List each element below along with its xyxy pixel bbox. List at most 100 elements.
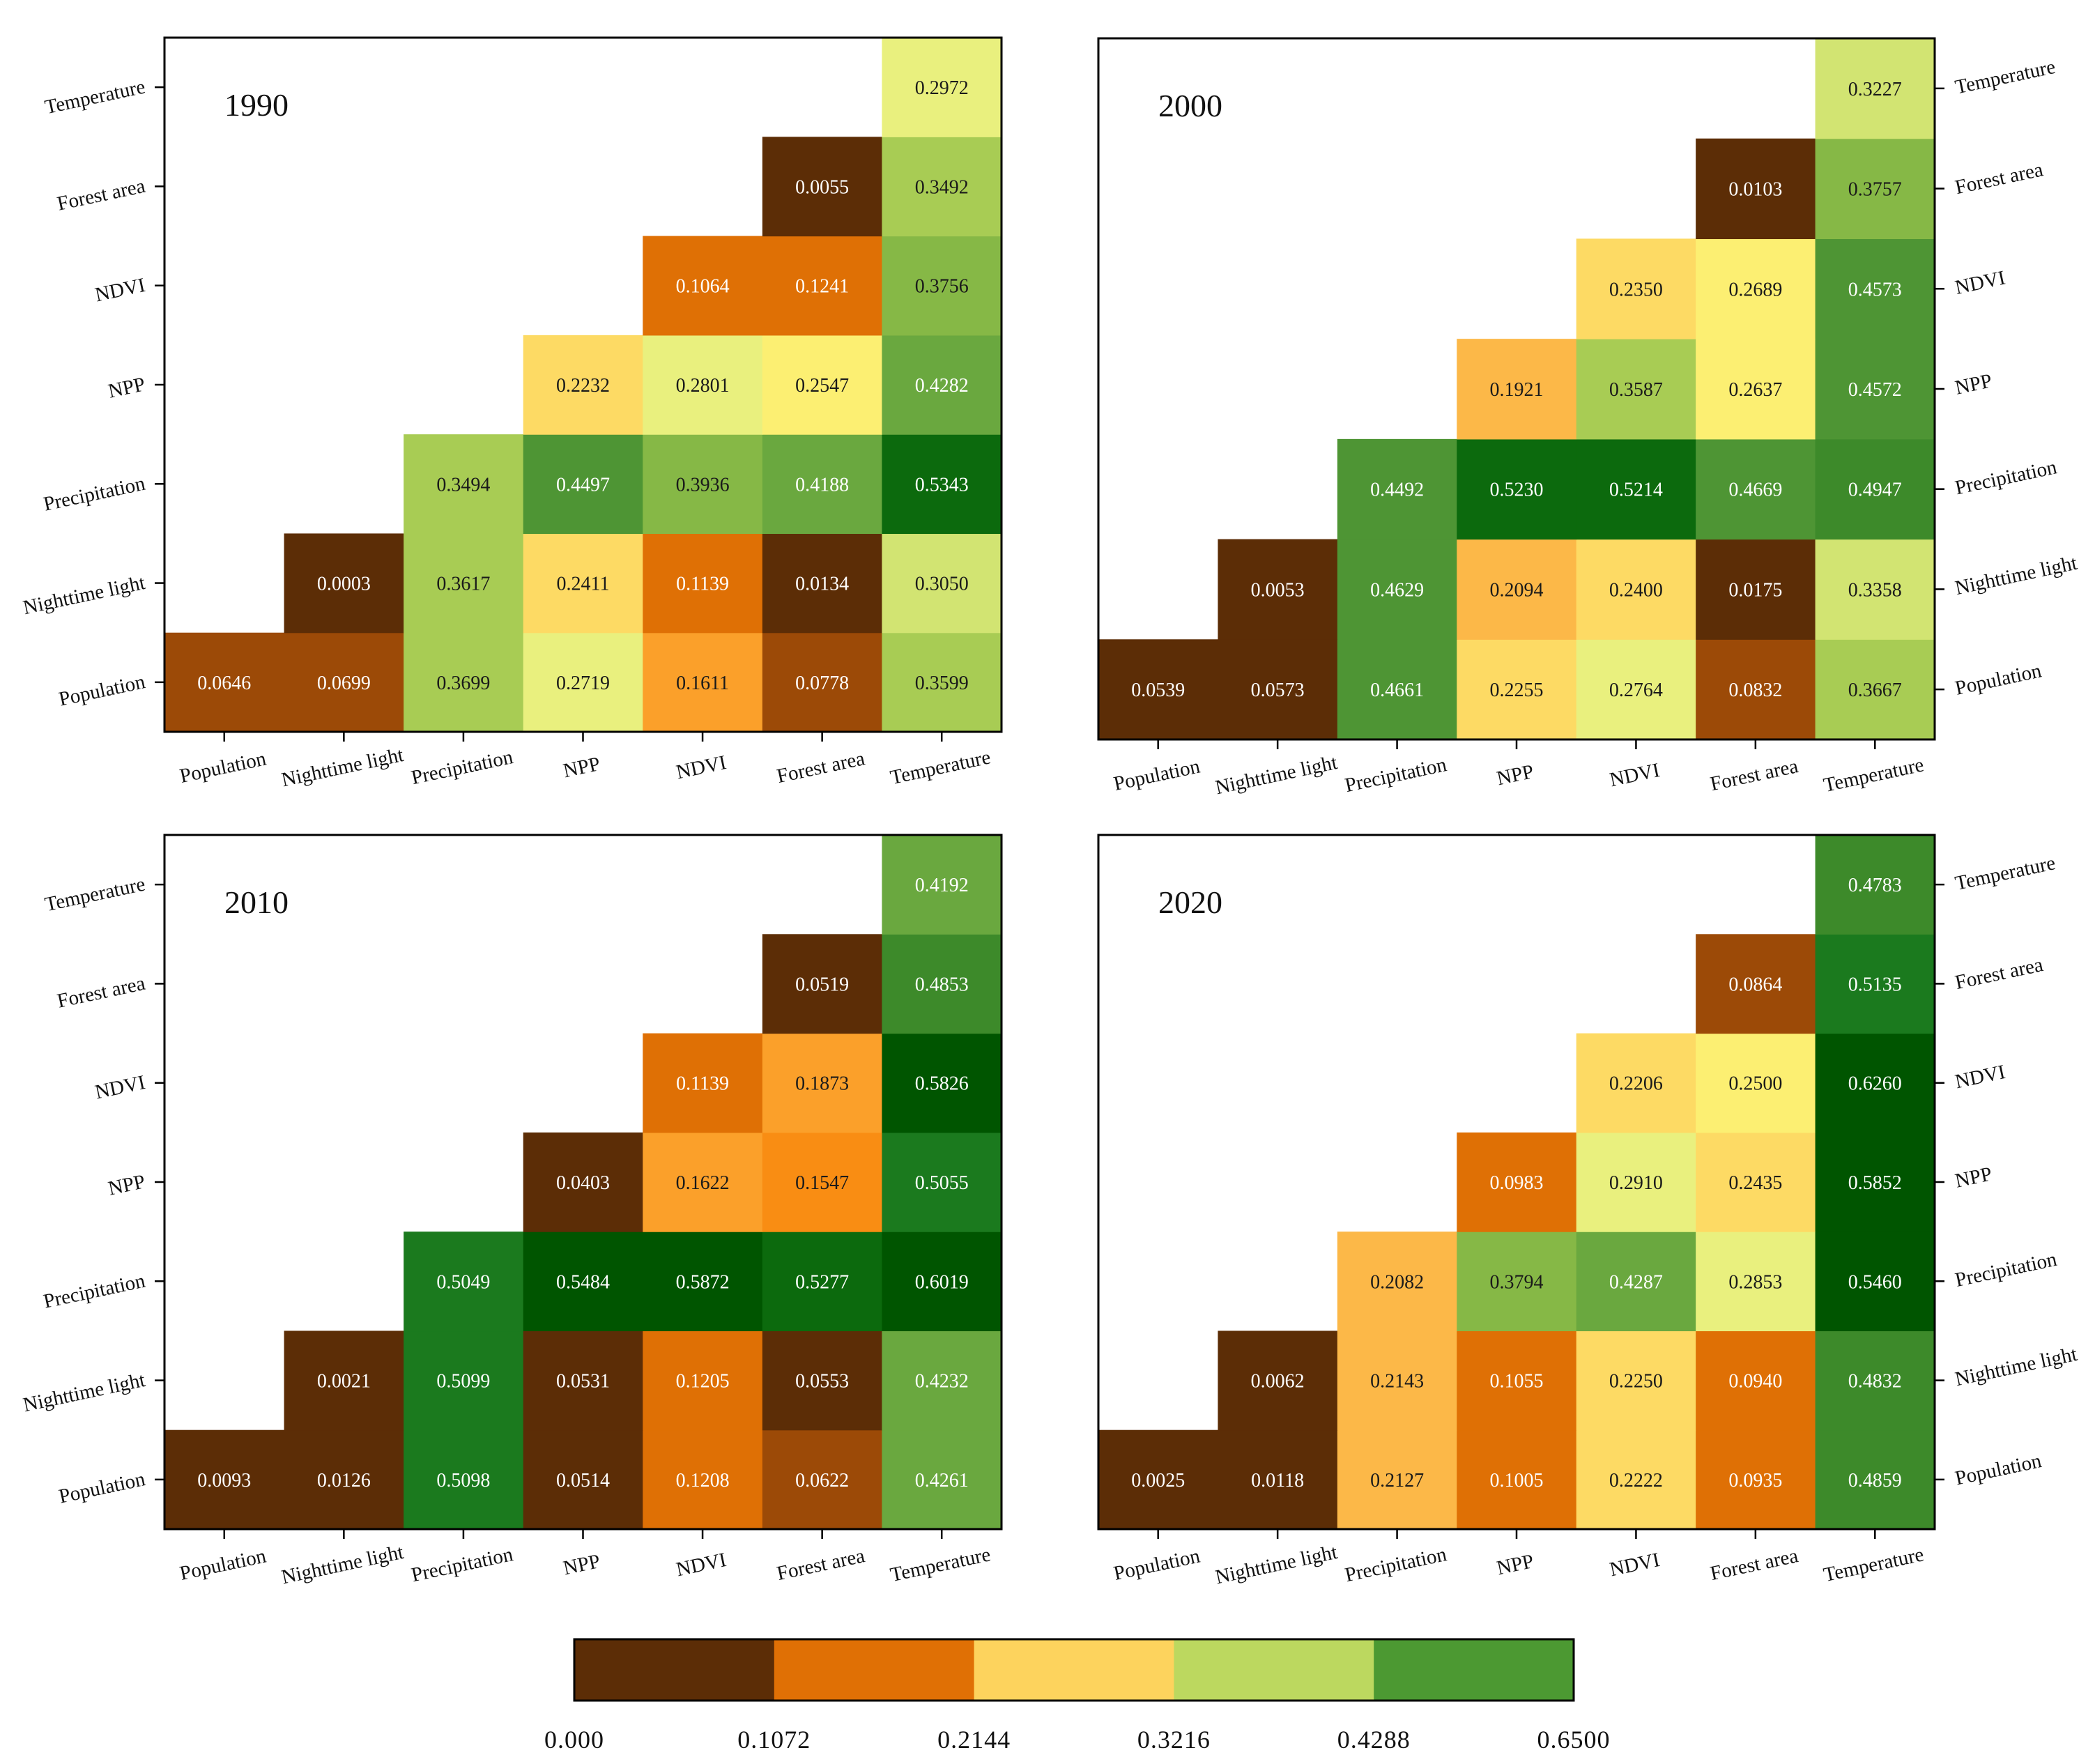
- heatmap-cell: [1815, 1033, 1935, 1133]
- heatmap-cell: [762, 1429, 883, 1530]
- y-axis-label-precipitation: Precipitation: [1953, 1248, 2059, 1291]
- heatmap-cell: [1696, 934, 1816, 1034]
- x-axis-label-forest-area: Forest area: [1708, 1544, 1800, 1585]
- x-axis-label-forest-area: Forest area: [1708, 755, 1800, 795]
- cell-value-label: 0.1921: [1490, 379, 1544, 401]
- heatmap-cell: [1457, 639, 1577, 740]
- heatmap-cell: [1696, 1429, 1816, 1530]
- cell-value-label: 0.0062: [1251, 1371, 1305, 1393]
- heatmap-cell: [1576, 1429, 1696, 1530]
- heatmap-cell: [1576, 438, 1696, 540]
- heatmap-cell: [1457, 1132, 1577, 1232]
- y-axis-label-precipitation: Precipitation: [42, 473, 148, 516]
- colorbar-frame: [573, 1638, 1575, 1702]
- heatmap-cell: [643, 1232, 763, 1332]
- heatmap-cell: [1337, 539, 1457, 640]
- cell-value-label: 0.4853: [915, 974, 969, 995]
- heatmap-cell: [523, 533, 643, 634]
- x-axis-label-population: Population: [1112, 755, 1202, 795]
- heatmap-cell: [1218, 539, 1338, 640]
- heatmap-cell: [1815, 639, 1935, 740]
- heatmap-cell: [1696, 539, 1816, 640]
- x-axis-label-precipitation: Precipitation: [1343, 1543, 1449, 1586]
- cell-value-label: 0.4572: [1848, 379, 1902, 401]
- x-axis-label-nighttime-light: Nighttime light: [1213, 1541, 1340, 1588]
- cell-value-label: 0.2853: [1728, 1271, 1782, 1293]
- cell-value-label: 0.2082: [1370, 1271, 1424, 1293]
- cell-value-label: 0.0021: [317, 1371, 371, 1393]
- cell-value-label: 0.0778: [795, 673, 849, 694]
- cell-value-label: 0.4629: [1370, 579, 1424, 601]
- heatmap-cell: [404, 533, 524, 634]
- heatmap-cell: [1696, 438, 1816, 540]
- cell-value-label: 0.1139: [676, 574, 729, 595]
- y-axis-label-ndvi: NDVI: [93, 274, 148, 306]
- cell-value-label: 0.2689: [1728, 279, 1782, 300]
- cell-value-label: 0.3667: [1848, 680, 1902, 701]
- heatmap-cell: [762, 236, 883, 336]
- cell-value-label: 0.2764: [1609, 680, 1663, 701]
- colorbar-segment: [774, 1639, 975, 1701]
- heatmap-cell: [882, 1330, 1002, 1431]
- y-axis-label-temperature: Temperature: [1953, 56, 2057, 99]
- heatmap-cell: [762, 533, 883, 634]
- colorbar-tick-label: 0.3216: [1137, 1726, 1211, 1754]
- heatmap-cell: [882, 137, 1002, 237]
- y-axis-label-npp: NPP: [1953, 369, 1994, 399]
- cell-value-label: 0.3699: [436, 673, 490, 694]
- heatmap-cell: [643, 1033, 763, 1133]
- panel-year-title: 2000: [1158, 88, 1222, 123]
- heatmap-cell: [1815, 1132, 1935, 1232]
- cell-value-label: 0.6260: [1848, 1073, 1902, 1095]
- y-axis-label-temperature: Temperature: [43, 873, 148, 916]
- cell-value-label: 0.4287: [1609, 1271, 1663, 1293]
- cell-value-label: 0.2801: [676, 375, 730, 397]
- cell-value-label: 0.0134: [795, 574, 849, 595]
- heatmap-cell: [1815, 835, 1935, 935]
- cell-value-label: 0.2350: [1609, 279, 1663, 300]
- heatmap-cell: [1815, 438, 1935, 540]
- cell-value-label: 0.0055: [795, 176, 849, 198]
- heatmap-cell: [1815, 238, 1935, 339]
- x-axis-label-temperature: Temperature: [1822, 1543, 1926, 1586]
- cell-value-label: 0.0103: [1728, 179, 1782, 201]
- y-axis-label-precipitation: Precipitation: [42, 1270, 148, 1313]
- cell-value-label: 0.2972: [915, 77, 969, 99]
- heatmap-cell: [1576, 1033, 1696, 1133]
- heatmap-cell: [882, 434, 1002, 535]
- heatmap-cell: [1696, 1330, 1816, 1431]
- cell-value-label: 0.2255: [1490, 680, 1544, 701]
- heatmap-cell: [882, 632, 1002, 733]
- heatmap-cell: [523, 1330, 643, 1431]
- cell-value-label: 0.0025: [1131, 1470, 1185, 1491]
- cell-value-label: 0.4497: [556, 474, 610, 496]
- y-axis-label-npp: NPP: [1953, 1163, 1994, 1192]
- panel-year-title: 1990: [224, 87, 289, 123]
- heatmap-cell: [1457, 1429, 1577, 1530]
- heatmap-cell: [523, 1232, 643, 1332]
- heatmap-cell: [762, 934, 883, 1034]
- y-axis-label-population: Population: [1953, 659, 2043, 700]
- y-axis-label-forest-area: Forest area: [1953, 158, 2045, 199]
- cell-value-label: 0.3756: [915, 276, 969, 298]
- heatmap-cell: [284, 1429, 404, 1530]
- heatmap-cell: [1815, 1429, 1935, 1530]
- cell-value-label: 0.2143: [1370, 1371, 1424, 1393]
- heatmap-cell: [882, 236, 1002, 336]
- y-axis-label-ndvi: NDVI: [1953, 267, 2007, 299]
- cell-value-label: 0.0573: [1251, 680, 1305, 701]
- heatmap-cell: [1815, 1232, 1935, 1332]
- heatmap-cell: [762, 1232, 883, 1332]
- y-axis-label-temperature: Temperature: [1953, 852, 2057, 895]
- cell-value-label: 0.5460: [1848, 1271, 1902, 1293]
- cell-value-label: 0.3617: [436, 574, 490, 595]
- y-axis-label-forest-area: Forest area: [55, 175, 147, 215]
- heatmap-cell: [1696, 1232, 1816, 1332]
- heatmap-cell: [164, 1429, 285, 1530]
- cell-value-label: 0.4661: [1370, 680, 1424, 701]
- y-axis-label-temperature: Temperature: [43, 76, 148, 119]
- cell-value-label: 0.0646: [197, 673, 251, 694]
- cell-value-label: 0.0514: [556, 1470, 610, 1491]
- heatmap-cell: [643, 1429, 763, 1530]
- heatmap-cell: [643, 533, 763, 634]
